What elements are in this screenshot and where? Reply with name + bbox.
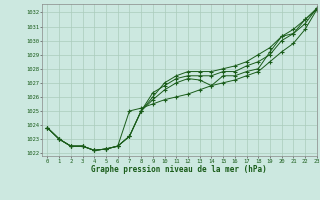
- X-axis label: Graphe pression niveau de la mer (hPa): Graphe pression niveau de la mer (hPa): [91, 165, 267, 174]
